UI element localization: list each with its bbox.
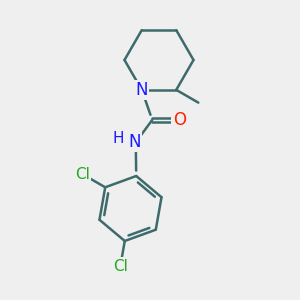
Text: H: H xyxy=(112,131,124,146)
Text: Cl: Cl xyxy=(75,167,90,182)
Text: Cl: Cl xyxy=(113,259,128,274)
Text: N: N xyxy=(128,133,140,151)
Text: O: O xyxy=(173,111,186,129)
Text: N: N xyxy=(136,81,148,99)
